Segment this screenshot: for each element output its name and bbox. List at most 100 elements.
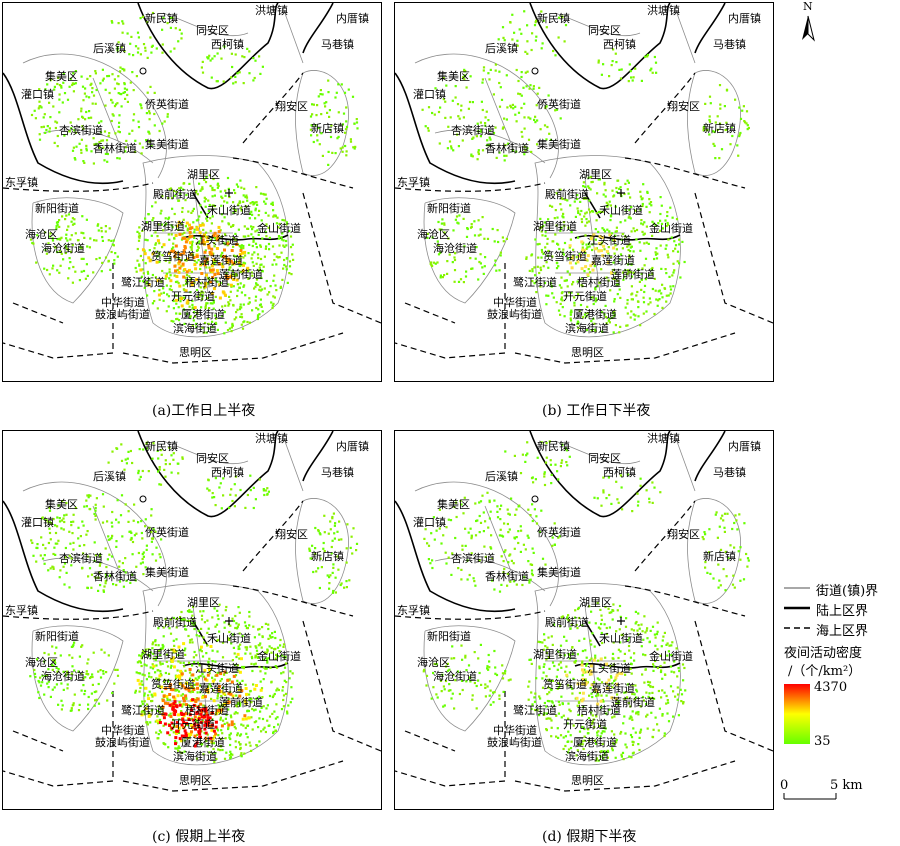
- place-label: 筼筜街道: [151, 250, 195, 263]
- place-label: 筼筜街道: [543, 250, 587, 263]
- place-label: 中华街道: [101, 724, 145, 737]
- place-label: 鼓浪屿街道: [487, 308, 542, 321]
- place-label: 海沧街道: [41, 670, 85, 683]
- place-label: 开元街道: [563, 290, 607, 303]
- place-label: 思明区: [179, 774, 212, 787]
- place-label: 洪塘镇: [647, 4, 680, 17]
- place-label: 海沧区: [25, 656, 58, 669]
- place-label: 新民镇: [145, 12, 178, 25]
- place-label: 鹭江街道: [121, 276, 165, 289]
- north-arrow-icon: N: [798, 0, 818, 42]
- place-label: 梧村街道: [577, 276, 621, 289]
- place-label: 金山街道: [649, 222, 693, 235]
- caption-d: (d) 假期下半夜: [542, 829, 637, 845]
- place-label: 新民镇: [145, 440, 178, 453]
- place-label: 厦港街道: [181, 736, 225, 749]
- place-label: 杏滨街道: [451, 552, 495, 565]
- place-label: 灌口镇: [21, 88, 54, 101]
- legend-land-boundary: 陆上区界: [816, 604, 869, 619]
- legend-street-boundary: 街道(镇)界: [816, 584, 879, 599]
- caption-c: (c) 假期上半夜: [152, 829, 246, 845]
- place-label: 筼筜街道: [151, 678, 195, 691]
- place-label: 湖里区: [579, 168, 612, 181]
- map-graphics: [3, 431, 381, 792]
- place-label: 东孚镇: [397, 604, 430, 617]
- place-label: 香林街道: [93, 570, 137, 583]
- place-label: 莲前街道: [219, 696, 263, 709]
- place-label: 香林街道: [485, 570, 529, 583]
- place-label: 杏滨街道: [59, 552, 103, 565]
- place-label: 金山街道: [257, 222, 301, 235]
- place-label: 江头街道: [195, 662, 239, 675]
- place-label: 西柯镇: [603, 466, 636, 479]
- place-label: 杏滨街道: [451, 124, 495, 137]
- place-label: 嘉莲街道: [591, 682, 635, 695]
- place-label: 莲前街道: [611, 696, 655, 709]
- place-label: 侨英街道: [145, 526, 189, 539]
- place-label: 侨英街道: [537, 98, 581, 111]
- place-label: 湖里街道: [533, 648, 577, 661]
- place-label: 香林街道: [485, 142, 529, 155]
- place-label: 厦港街道: [573, 736, 617, 749]
- place-label: 后溪镇: [93, 42, 126, 55]
- place-label: 湖里区: [579, 596, 612, 609]
- map-panel-c: 新民镇 同安区 洪塘镇 内厝镇 后溪镇 西柯镇 马巷镇 集美区 灌口镇 侨英街道 翔安区 杏滨街道 新店…: [2, 430, 382, 810]
- place-label: 禾山街道: [599, 204, 643, 217]
- place-label: 新民镇: [537, 12, 570, 25]
- place-label: 海沧街道: [433, 670, 477, 683]
- place-label: 思明区: [571, 774, 604, 787]
- place-label: 西柯镇: [211, 38, 244, 51]
- place-label: 嘉莲街道: [199, 254, 243, 267]
- place-label: 灌口镇: [413, 516, 446, 529]
- legend-sea-boundary: 海上区界: [816, 624, 869, 639]
- place-label: 西柯镇: [603, 38, 636, 51]
- place-label: 开元街道: [171, 718, 215, 731]
- legend-min-value: 35: [814, 734, 831, 749]
- place-label: 新阳街道: [427, 630, 471, 643]
- place-label: 同安区: [196, 24, 229, 37]
- place-label: 灌口镇: [21, 516, 54, 529]
- place-label: 金山街道: [649, 650, 693, 663]
- place-label: 中华街道: [493, 296, 537, 309]
- place-label: 同安区: [196, 452, 229, 465]
- map-graphics: [395, 431, 773, 792]
- legend: 街道(镇)界 陆上区界 海上区界 夜间活动密度 /（个/km²） 4370 35…: [780, 580, 900, 810]
- place-label: 同安区: [588, 452, 621, 465]
- place-label: 梧村街道: [577, 704, 621, 717]
- place-label: 东孚镇: [5, 604, 38, 617]
- place-label: 东孚镇: [5, 176, 38, 189]
- place-label: 西柯镇: [211, 466, 244, 479]
- place-label: 翔安区: [275, 528, 308, 541]
- place-label: 海沧街道: [41, 242, 85, 255]
- map-graphics: [3, 3, 381, 364]
- place-label: 湖里街道: [533, 220, 577, 233]
- place-label: 马巷镇: [321, 38, 354, 51]
- map-panel-d: 新民镇 同安区 洪塘镇 内厝镇 后溪镇 西柯镇 马巷镇 集美区 灌口镇 侨英街道 翔安区 杏滨街道 新店…: [394, 430, 774, 810]
- caption-b: (b) 工作日下半夜: [542, 403, 651, 419]
- place-label: 梧村街道: [185, 276, 229, 289]
- place-label: 莲前街道: [219, 268, 263, 281]
- place-label: 海沧区: [25, 228, 58, 241]
- place-label: 鹭江街道: [513, 704, 557, 717]
- place-label: 湖里街道: [141, 220, 185, 233]
- place-label: 金山街道: [257, 650, 301, 663]
- place-label: 江头街道: [587, 662, 631, 675]
- place-label: 集美区: [45, 70, 78, 83]
- place-label: 鼓浪屿街道: [95, 736, 150, 749]
- place-label: 海沧街道: [433, 242, 477, 255]
- place-label: 湖里区: [187, 596, 220, 609]
- place-label: 侨英街道: [537, 526, 581, 539]
- place-label: 翔安区: [275, 100, 308, 113]
- map-panel-a: 新民镇 同安区 洪塘镇 内厝镇 后溪镇 西柯镇 马巷镇 集美区 灌口镇 侨英街道 翔安区 杏滨街道 新店…: [2, 2, 382, 382]
- place-label: 马巷镇: [321, 466, 354, 479]
- place-label: 香林街道: [93, 142, 137, 155]
- place-label: 侨英街道: [145, 98, 189, 111]
- place-label: 马巷镇: [713, 38, 746, 51]
- place-label: 内厝镇: [728, 440, 761, 453]
- place-label: 后溪镇: [485, 470, 518, 483]
- place-label: 鼓浪屿街道: [95, 308, 150, 321]
- place-label: 内厝镇: [336, 12, 369, 25]
- place-label: 嘉莲街道: [199, 682, 243, 695]
- legend-density-unit: /（个/km²）: [788, 664, 862, 679]
- place-label: 思明区: [179, 346, 212, 359]
